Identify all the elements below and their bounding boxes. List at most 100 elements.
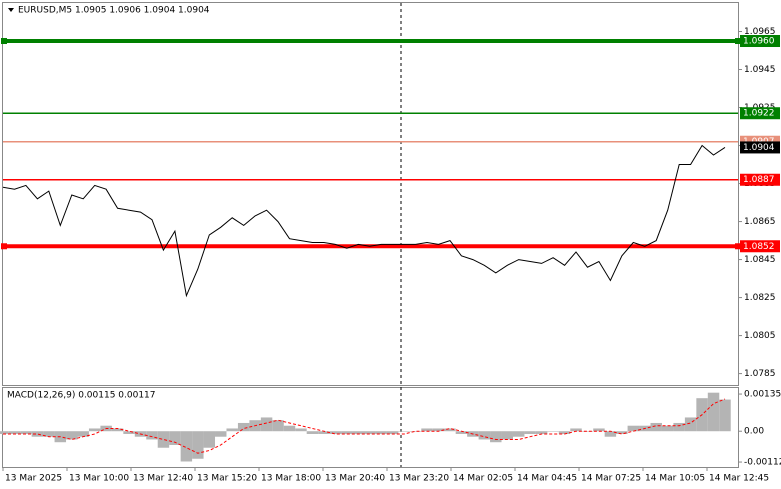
x-tick-label: 14 Mar 10:05: [645, 474, 705, 484]
macd-bar: [20, 431, 32, 434]
macd-bar: [123, 431, 135, 434]
last-price-label: 1.0904: [743, 143, 775, 153]
macd-bar: [306, 431, 319, 434]
level-label-box: [740, 107, 780, 120]
macd-bar: [547, 431, 559, 432]
x-tick-label: 14 Mar 02:05: [453, 474, 513, 484]
macd-bar: [455, 431, 468, 434]
macd-bar: [318, 431, 330, 434]
macd-bar: [226, 428, 238, 432]
y-tick-label: 1.0965: [744, 27, 776, 37]
x-tick-label: 13 Mar 10:00: [69, 474, 129, 484]
macd-bar: [352, 431, 364, 434]
level-label-box: [740, 240, 780, 253]
y-tick-label: -0.00112: [744, 458, 781, 468]
level-handle: [1, 38, 7, 45]
macd-bar: [295, 428, 307, 432]
y-tick-label: 1.0945: [744, 65, 776, 75]
macd-bar: [88, 428, 101, 432]
level-label: 1.0922: [743, 109, 775, 119]
macd-bar: [66, 431, 78, 440]
x-tick-label: 13 Mar 12:40: [133, 474, 193, 484]
macd-bar: [558, 431, 571, 434]
macd-bar: [157, 431, 170, 448]
last-price-box: [740, 141, 780, 154]
macd-bar: [512, 431, 525, 437]
macd-bar: [341, 431, 353, 434]
level-label-box: [740, 35, 780, 48]
macd-bar: [215, 431, 227, 437]
macd-bar: [719, 399, 731, 432]
price-panel: [2, 2, 739, 386]
menu-arrow: [8, 8, 14, 12]
macd-bar: [180, 431, 193, 462]
y-tick-label: 0.00135: [744, 390, 781, 400]
macd-bar: [570, 428, 582, 432]
x-tick-label: 13 Mar 2025: [5, 474, 62, 484]
y-tick-label: 0.00: [744, 427, 764, 437]
x-tick-label: 14 Mar 12:45: [709, 474, 769, 484]
macd-bar: [535, 431, 548, 434]
macd-bar: [661, 425, 674, 432]
y-tick-label: 1.0825: [744, 293, 776, 303]
macd-bar: [31, 431, 44, 437]
y-tick-label: 1.0805: [744, 331, 776, 341]
macd-bar: [329, 431, 342, 434]
x-tick-label: 13 Mar 15:20: [197, 474, 257, 484]
macd-bar: [490, 431, 502, 443]
macd-bar: [398, 431, 410, 432]
macd-bar: [237, 422, 250, 432]
macd-bar: [616, 431, 628, 434]
macd-bar: [375, 431, 387, 434]
level-handle: [1, 243, 7, 250]
macd-bar: [111, 428, 124, 432]
signal-line: [3, 398, 726, 454]
macd-bar: [283, 425, 296, 432]
y-tick-label: 1.0845: [744, 255, 776, 265]
y-tick-label: 1.0865: [744, 217, 776, 227]
macd-panel: [2, 387, 739, 468]
macd-bar: [192, 431, 204, 459]
x-tick-label: 13 Mar 20:40: [325, 474, 385, 484]
macd-bar: [444, 428, 456, 432]
macd-bar: [272, 420, 284, 432]
macd-bar: [386, 431, 399, 434]
macd-bar: [203, 431, 216, 448]
macd-bar: [707, 392, 720, 432]
chart-title: EURUSD,M5 1.0905 1.0906 1.0904 1.0904: [18, 6, 210, 16]
macd-bar: [409, 431, 422, 432]
price-line: [2, 144, 726, 298]
macd-bar: [421, 428, 433, 432]
macd-bar: [627, 425, 640, 432]
macd-bar: [684, 417, 697, 432]
level-handle: [735, 243, 741, 250]
macd-bar: [524, 431, 536, 434]
macd-bar: [169, 431, 181, 445]
macd-bar: [8, 431, 21, 434]
x-tick-label: 13 Mar 23:20: [389, 474, 449, 484]
x-tick-label: 13 Mar 18:00: [261, 474, 321, 484]
macd-bar: [364, 431, 376, 434]
level-label: 1.0887: [743, 175, 775, 185]
macd-bar: [650, 422, 662, 432]
level-label-box: [740, 173, 780, 186]
level-label: 1.0960: [743, 37, 775, 47]
x-tick-label: 14 Mar 04:45: [517, 474, 577, 484]
macd-bar: [260, 417, 273, 432]
x-tick-label: 14 Mar 07:25: [581, 474, 641, 484]
macd-bar: [146, 431, 158, 440]
macd-bar: [77, 431, 89, 437]
macd-bar: [673, 422, 685, 432]
macd-bar: [0, 431, 9, 434]
macd-bar: [593, 428, 605, 432]
macd-bar: [478, 431, 491, 440]
macd-bar: [581, 431, 594, 432]
y-tick-label: 1.0785: [744, 369, 776, 379]
macd-bar: [501, 431, 513, 440]
level-label: 1.0852: [743, 242, 775, 252]
macd-bar: [43, 431, 55, 437]
level-handle: [735, 38, 741, 45]
macd-bar: [432, 428, 445, 432]
macd-title: MACD(12,26,9) 0.00115 0.00117: [7, 391, 156, 401]
